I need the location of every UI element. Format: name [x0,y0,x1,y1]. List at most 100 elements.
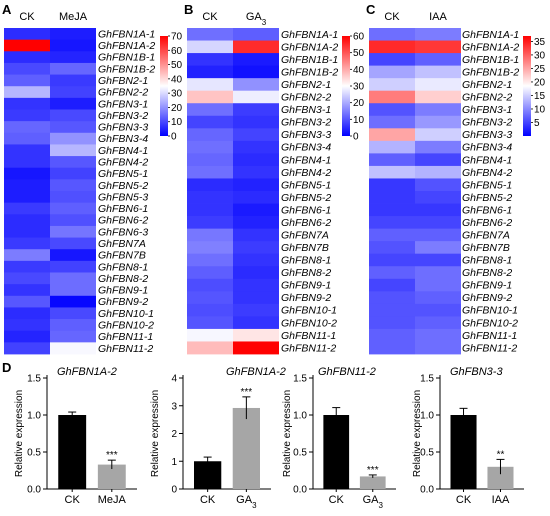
heatmap-cell [415,191,461,204]
y-tick-label: 1 [171,457,177,468]
heatmap-cell [50,307,96,320]
gene-label: GhFBN3-4 [462,142,512,154]
heatmap-cell [415,103,461,117]
heatmap-cell [50,121,96,134]
heatmap-cell [50,109,96,122]
heatmap-cell [233,178,279,192]
heatmap-cell [187,328,233,342]
heatmap-cell [369,341,415,355]
gene-label: GhFBN10-2 [98,319,154,331]
significance-marker: *** [367,465,379,476]
heatmap-cell [187,266,233,280]
y-tick-label: 0 [171,485,177,496]
heatmap-cell [369,40,415,54]
heatmap-cell [415,140,461,154]
y-tick-label: 1.0 [293,411,307,422]
heatmap-cell [50,260,96,273]
heatmap-cell [187,316,233,330]
heatmap-cell [415,278,461,292]
gene-label: GhFBN10-1 [281,305,337,317]
heatmap-cell [4,51,50,64]
heatmap-cell [415,341,461,355]
colorbar-tick-label: 10 [534,104,546,115]
heatmap-cell [415,178,461,192]
gene-label: GhFBN8-1 [98,261,148,273]
heatmap-cell [369,216,415,230]
heatmap-cell [415,65,461,79]
gene-label: GhFBN10-1 [462,305,518,317]
heatmap-cell [187,303,233,317]
heatmap-cell [50,272,96,285]
gene-label: GhFBN1B-2 [281,66,338,78]
gene-label: GhFBN3-3 [462,129,512,141]
gene-label: GhFBN4-1 [98,145,148,157]
gene-label: GhFBN3-3 [98,122,148,134]
colorbar-tick-label: 0 [171,132,177,143]
heatmap-cell [233,203,279,217]
heatmap-cell [4,191,50,204]
column-header-ck: CK [384,11,400,23]
gene-label: GhFBN9-2 [462,292,512,304]
heatmap-cell [50,167,96,180]
gene-label: GhFBN6-2 [98,215,148,227]
gene-label: GhFBN1A-2 [281,41,338,53]
gene-label: GhFBN8-2 [462,267,512,279]
heatmap-cell [233,53,279,67]
y-axis-label: Relative expression [412,390,423,477]
gene-label: GhFBN3-1 [98,98,148,110]
heatmap-cell [187,153,233,167]
heatmap-cell [233,28,279,41]
gene-label: GhFBN6-1 [281,204,331,216]
heatmap-cell [415,53,461,67]
bar [194,461,222,489]
heatmap-cell [4,156,50,169]
gene-label: GhFBN1A-1 [281,29,338,41]
heatmap-cell [369,328,415,342]
gene-label: GhFBN4-2 [462,167,512,179]
gene-label: GhFBN6-2 [281,217,331,229]
gene-label: GhFBN5-2 [281,192,331,204]
gene-label: GhFBN1A-2 [98,40,155,52]
colorbar-tick-label: 20 [171,103,183,114]
heatmap-cell [187,28,233,41]
heatmap-cell [4,225,50,238]
heatmap-cell [187,278,233,292]
heatmap-cell [4,319,50,332]
heatmap-cell [415,90,461,104]
bar-chart-title: GhFBN1A-2 [57,366,117,378]
gene-label: GhFBN2-1 [281,79,331,91]
heatmap-cell [233,128,279,142]
gene-label: GhFBN3-2 [98,110,148,122]
x-tick-label: IAA [492,494,510,506]
panel-label-c: C [366,2,376,17]
gene-label: GhFBN1B-2 [462,66,519,78]
significance-marker: *** [241,387,253,398]
y-tick-label: 1.0 [27,411,41,422]
heatmap-cell [187,165,233,179]
heatmap-cell [50,74,96,87]
gene-label: GhFBN4-1 [281,154,331,166]
heatmap-cell [233,228,279,242]
heatmap-cell [187,253,233,267]
y-tick-label: 3 [171,401,177,412]
heatmap-cell [233,303,279,317]
x-tick-label: CK [65,494,81,506]
heatmap-cell [187,103,233,117]
heatmap-cell [50,179,96,192]
heatmap-cell [369,303,415,317]
heatmap-panel-c: CK IAA GhFBN1A-1GhFBN1A-2GhFBN1B-1GhFBN1B-… [369,11,546,355]
gene-label: GhFBN5-2 [98,180,148,192]
bar [487,466,514,489]
bar-chart-title: GhFBN3-3 [450,366,503,378]
heatmap-cell [4,74,50,87]
heatmap-cell [50,144,96,157]
y-axis-label: Relative expression [14,390,25,477]
gene-label: GhFBN3-4 [281,142,331,154]
y-tick-label: 4 [171,374,177,385]
heatmap-cell [369,153,415,167]
gene-label: GhFBN6-3 [98,226,148,238]
heatmap-cell [369,178,415,192]
heatmap-cell [233,278,279,292]
colorbar-tick-label: 60 [171,46,183,57]
gene-label: GhFBN5-1 [462,179,512,191]
